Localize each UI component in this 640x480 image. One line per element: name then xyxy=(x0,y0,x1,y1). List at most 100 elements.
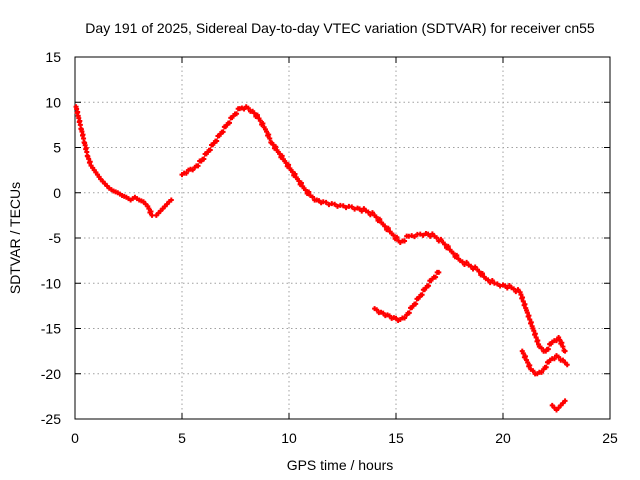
data-point xyxy=(149,212,155,218)
data-point xyxy=(515,287,521,293)
data-point xyxy=(476,268,482,274)
y-tick-label: -20 xyxy=(41,366,61,382)
data-point xyxy=(545,346,551,352)
data-point xyxy=(520,350,526,356)
data-point xyxy=(556,354,562,360)
data-point xyxy=(564,362,570,368)
data-point xyxy=(479,271,485,277)
data-point xyxy=(450,250,456,256)
y-tick-label: -25 xyxy=(41,411,61,427)
data-point xyxy=(434,235,440,241)
x-tick-label: 25 xyxy=(602,430,618,446)
data-point xyxy=(195,163,201,169)
data-point xyxy=(560,344,566,350)
y-tick-label: 15 xyxy=(45,49,61,65)
data-point xyxy=(245,105,251,111)
data-point xyxy=(464,259,470,265)
data-point xyxy=(485,277,491,283)
data-point xyxy=(168,197,174,203)
y-tick-label: 5 xyxy=(53,140,61,156)
data-point xyxy=(402,315,408,321)
data-point xyxy=(394,234,400,240)
chart-title: Day 191 of 2025, Sidereal Day-to-day VTE… xyxy=(85,20,595,36)
data-point xyxy=(369,210,375,216)
x-tick-label: 20 xyxy=(495,430,511,446)
data-point xyxy=(251,110,257,116)
data-point xyxy=(445,243,451,249)
data-point xyxy=(279,153,285,159)
data-point xyxy=(220,129,226,135)
data-point xyxy=(436,269,442,275)
data-point xyxy=(559,340,565,346)
data-point xyxy=(227,120,233,126)
data-point xyxy=(390,232,396,238)
data-point xyxy=(419,292,425,298)
data-point xyxy=(402,238,408,244)
data-point xyxy=(298,180,304,186)
data-point xyxy=(539,345,545,351)
data-point xyxy=(412,234,418,240)
data-points xyxy=(73,104,570,413)
data-point xyxy=(417,231,423,237)
data-point xyxy=(385,225,391,231)
data-point xyxy=(266,132,272,138)
x-tick-label: 15 xyxy=(388,430,404,446)
data-point xyxy=(489,278,495,284)
data-point xyxy=(373,214,379,220)
data-point xyxy=(551,356,557,362)
data-point xyxy=(273,144,279,150)
data-point xyxy=(323,199,329,205)
x-tick-label: 5 xyxy=(178,430,186,446)
data-point xyxy=(530,368,536,374)
data-point xyxy=(522,353,528,359)
y-tick-label: 0 xyxy=(53,185,61,201)
data-point xyxy=(543,364,549,370)
y-axis-label: SDTVAR / TECUs xyxy=(7,182,23,294)
y-tick-label: -10 xyxy=(41,275,61,291)
y-tick-label: -5 xyxy=(49,230,62,246)
data-point xyxy=(494,281,500,287)
data-point xyxy=(343,205,349,211)
data-point xyxy=(254,112,260,118)
data-point xyxy=(406,310,412,316)
data-point xyxy=(562,348,568,354)
data-point xyxy=(438,236,444,242)
data-point xyxy=(374,307,380,313)
x-tick-label: 0 xyxy=(71,430,79,446)
data-point xyxy=(426,283,432,289)
data-point xyxy=(365,209,371,215)
data-point xyxy=(340,203,346,209)
y-tick-label: -15 xyxy=(41,321,61,337)
data-point xyxy=(557,337,563,343)
data-point xyxy=(257,118,263,124)
data-point xyxy=(306,189,312,195)
axis-ticks: 0 5 10 15 20 25 15 10 5 0 -5 -10 -15 -20 -25 xyxy=(41,49,618,446)
data-point xyxy=(459,259,465,265)
data-point xyxy=(201,156,207,162)
data-point xyxy=(267,135,273,141)
y-tick-label: 10 xyxy=(45,94,61,110)
data-point xyxy=(207,147,213,153)
data-point xyxy=(420,232,426,238)
data-point xyxy=(382,223,388,229)
data-point xyxy=(562,398,568,404)
data-point xyxy=(454,252,460,258)
data-point xyxy=(527,362,533,368)
data-point xyxy=(310,194,316,200)
data-point xyxy=(539,369,545,375)
data-point xyxy=(442,241,448,247)
data-point xyxy=(286,162,292,168)
data-point xyxy=(264,129,270,135)
data-point xyxy=(148,209,154,215)
data-point xyxy=(183,170,189,176)
data-point xyxy=(349,204,355,210)
data-point xyxy=(234,111,240,117)
data-point xyxy=(413,301,419,307)
data-point xyxy=(214,138,220,144)
data-point xyxy=(468,263,474,269)
grid xyxy=(75,57,610,419)
data-point xyxy=(433,274,439,280)
data-point xyxy=(146,206,152,212)
data-point xyxy=(260,120,266,126)
